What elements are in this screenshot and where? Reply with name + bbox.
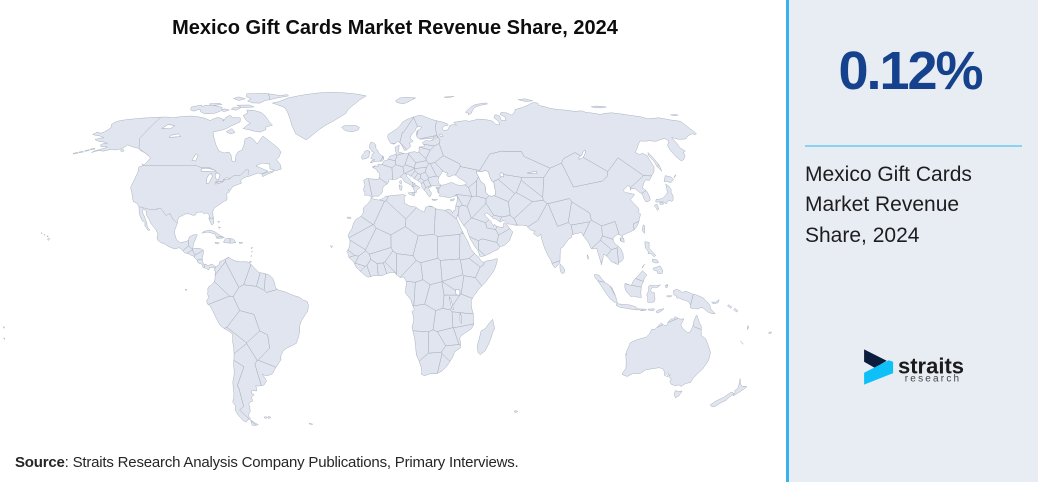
svg-text:straits: straits [898,353,964,378]
svg-text:research: research [905,374,962,385]
